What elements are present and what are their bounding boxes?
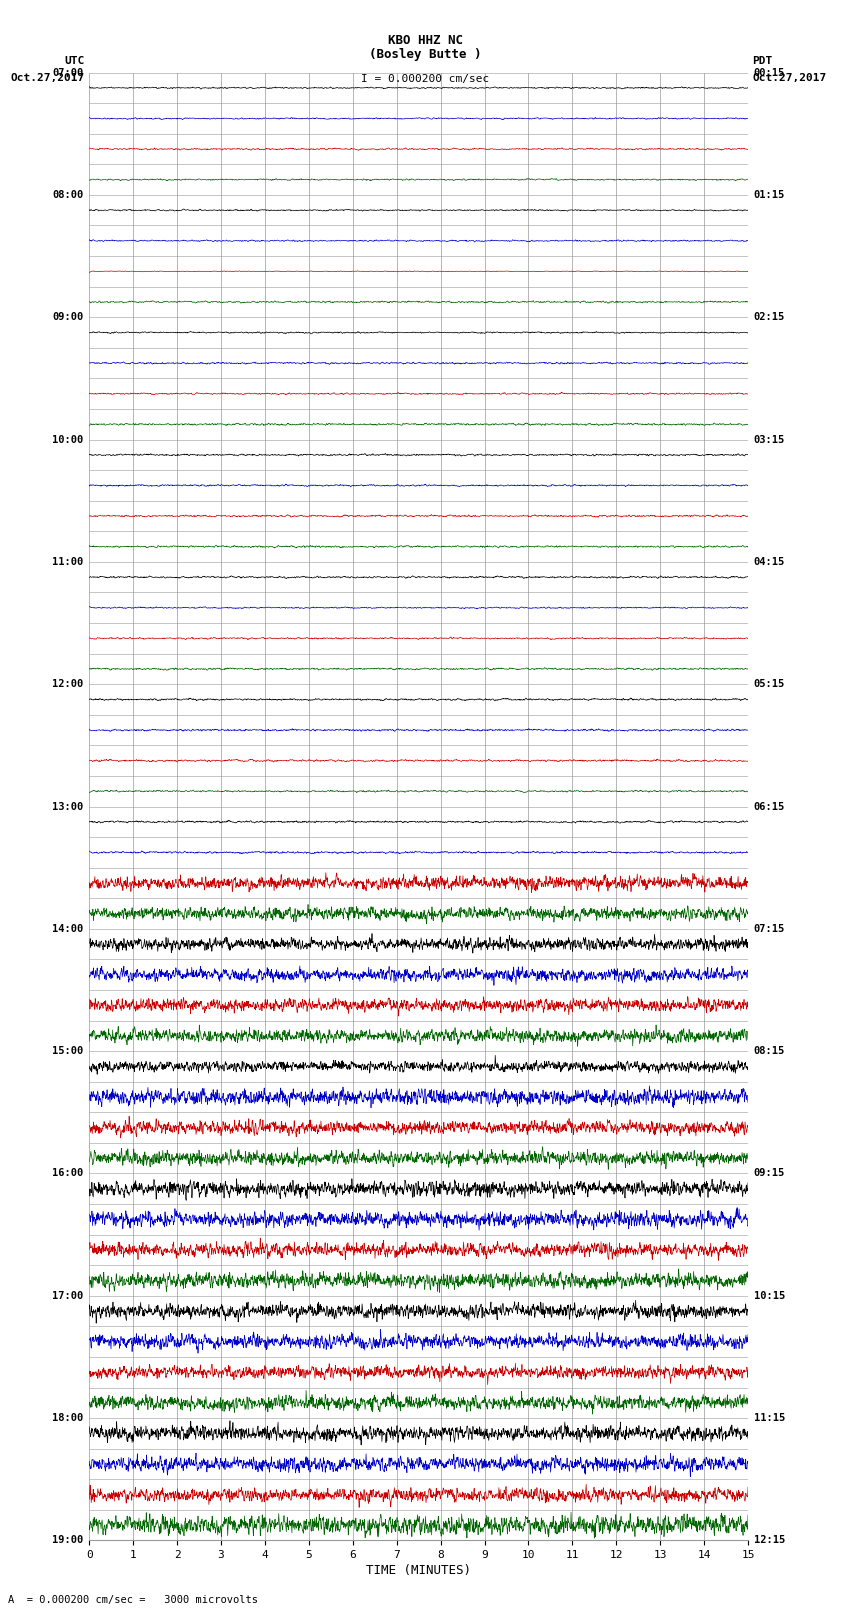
Text: A  = 0.000200 cm/sec =   3000 microvolts: A = 0.000200 cm/sec = 3000 microvolts [8,1595,258,1605]
Text: 01:15: 01:15 [754,190,785,200]
Text: 09:00: 09:00 [53,313,83,323]
Text: (Bosley Butte ): (Bosley Butte ) [369,48,481,61]
Text: 13:00: 13:00 [53,802,83,811]
Text: Oct.27,2017: Oct.27,2017 [752,73,826,82]
Text: 05:15: 05:15 [754,679,785,689]
X-axis label: TIME (MINUTES): TIME (MINUTES) [366,1565,471,1578]
Text: 10:15: 10:15 [754,1290,785,1300]
Text: 03:15: 03:15 [754,434,785,445]
Text: 06:15: 06:15 [754,802,785,811]
Text: UTC: UTC [65,56,85,66]
Text: KBO HHZ NC: KBO HHZ NC [388,34,462,47]
Text: 15:00: 15:00 [53,1047,83,1057]
Text: 10:00: 10:00 [53,434,83,445]
Text: 04:15: 04:15 [754,556,785,566]
Text: 07:00: 07:00 [53,68,83,77]
Text: 12:15: 12:15 [754,1536,785,1545]
Text: 16:00: 16:00 [53,1168,83,1179]
Text: 17:00: 17:00 [53,1290,83,1300]
Text: 02:15: 02:15 [754,313,785,323]
Text: 11:15: 11:15 [754,1413,785,1423]
Text: 07:15: 07:15 [754,924,785,934]
Text: 18:00: 18:00 [53,1413,83,1423]
Text: 19:00: 19:00 [53,1536,83,1545]
Text: 12:00: 12:00 [53,679,83,689]
Text: 09:15: 09:15 [754,1168,785,1179]
Text: 00:15: 00:15 [754,68,785,77]
Text: 08:15: 08:15 [754,1047,785,1057]
Text: PDT: PDT [752,56,773,66]
Text: 11:00: 11:00 [53,556,83,566]
Text: I = 0.000200 cm/sec: I = 0.000200 cm/sec [361,74,489,84]
Text: 08:00: 08:00 [53,190,83,200]
Text: Oct.27,2017: Oct.27,2017 [11,73,85,82]
Text: 14:00: 14:00 [53,924,83,934]
